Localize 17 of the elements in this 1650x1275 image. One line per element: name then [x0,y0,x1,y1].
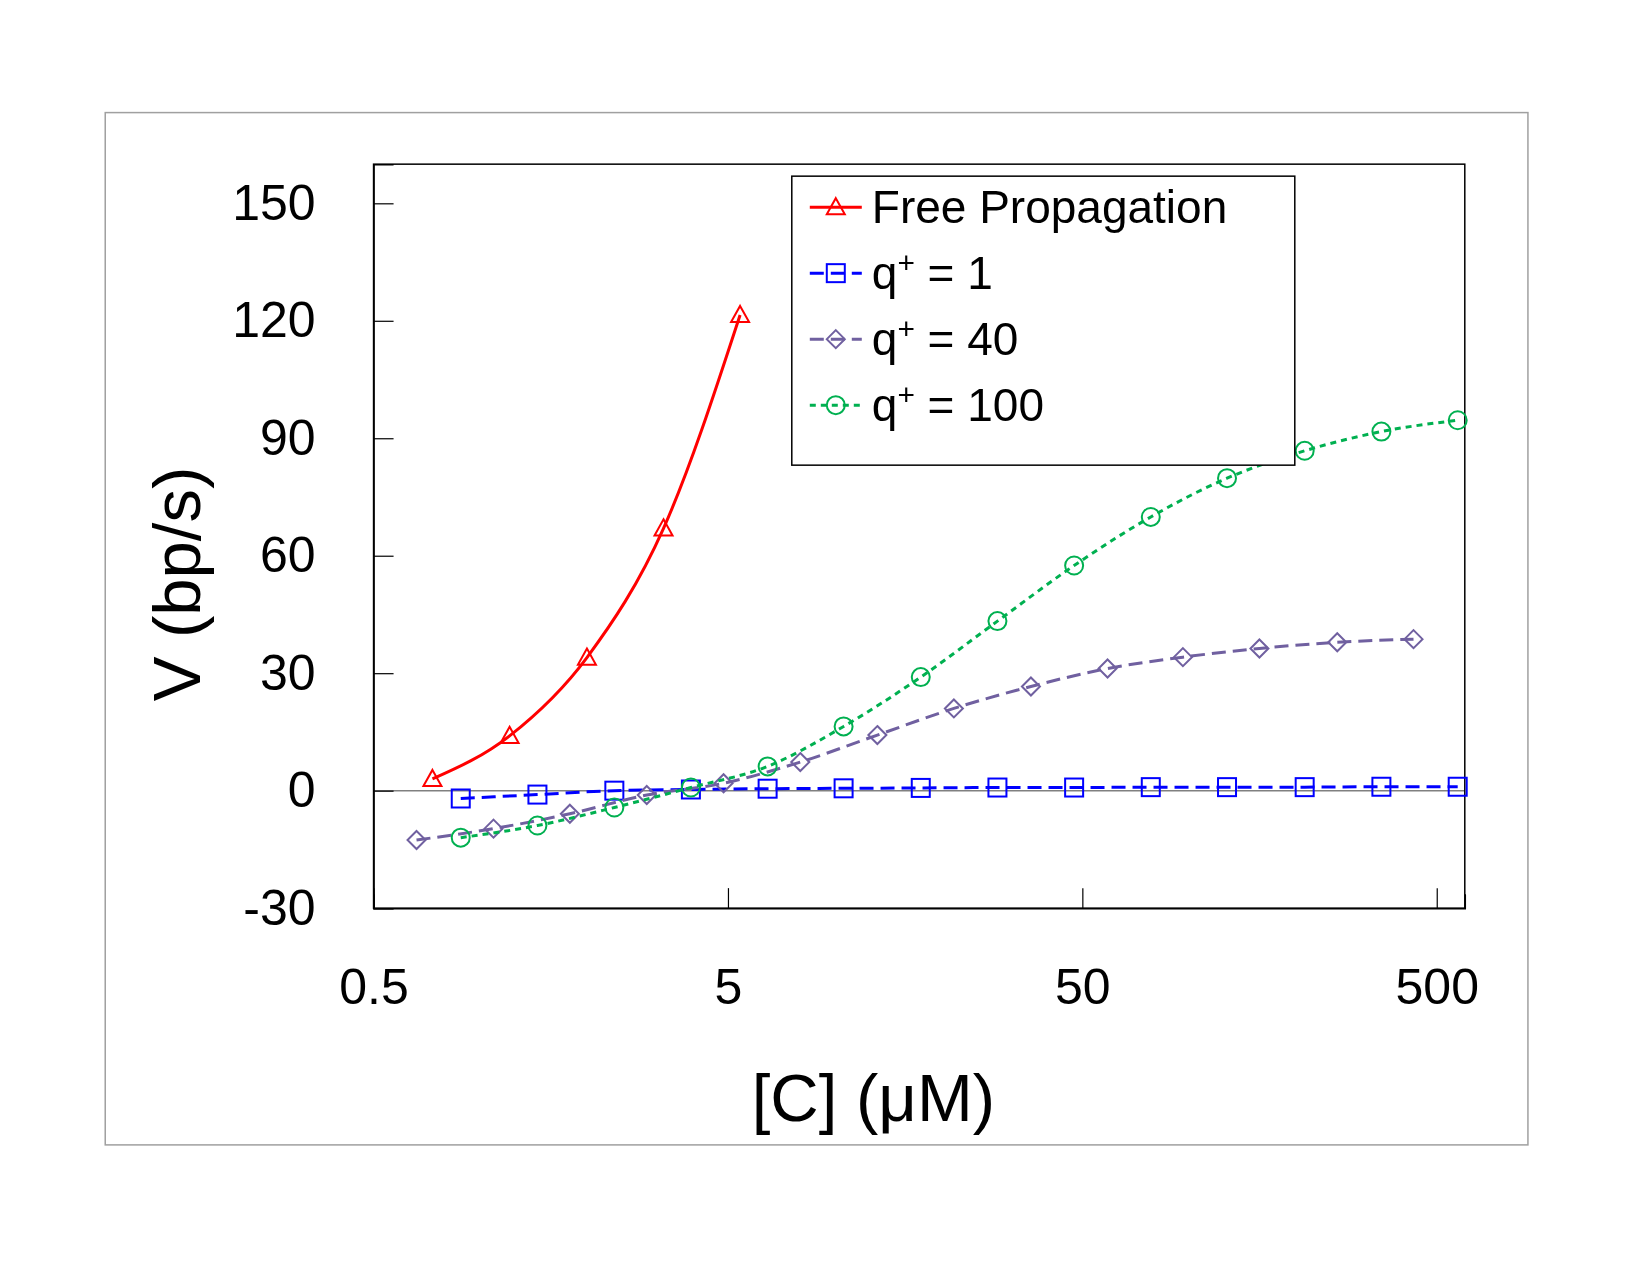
x-tick-label: 50 [1055,958,1111,1015]
legend-label: q$^{+}$ = 100 [871,377,1045,432]
x-tick-label: 0.5 [339,958,409,1015]
x-tick-label: 5 [714,958,743,1015]
legend-label: q$^{+}$ = 1 [871,245,993,300]
y-tick-label: -30 [243,879,316,936]
x-axis-title: [C] (μM) [751,1059,996,1135]
y-axis-title: V (bp/s) [138,466,214,702]
y-tick-label: 150 [232,174,316,231]
legend-label: q$^{+}$ = 40 [871,311,1019,366]
y-tick-label: 0 [287,762,316,819]
y-tick-label: 60 [259,527,316,584]
y-tick-label: 90 [259,409,316,466]
y-tick-label: 30 [259,644,316,701]
y-tick-label: 120 [232,292,316,349]
x-tick-label: 500 [1395,958,1479,1015]
legend-label: Free Propagation [871,181,1228,234]
